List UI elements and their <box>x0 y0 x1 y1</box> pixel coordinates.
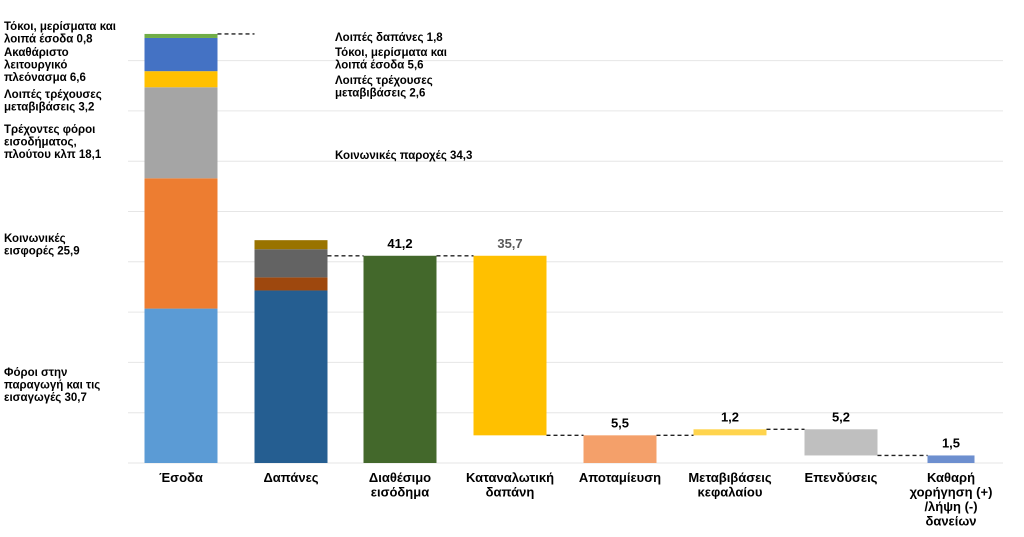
bars <box>144 33 975 463</box>
value-label-καταναλωτικη-δαπανη: 35,7 <box>497 236 522 251</box>
bar-διαθεσιμο-εισοδημα <box>363 255 437 463</box>
segment-label-λοιπες-τρεχουσες-μεταβιβασεις: Λοιπές τρέχουσες μεταβιβάσεις 3,2 <box>4 89 102 114</box>
segment-label-τρεχοντες-φοροι-εισοδηματος-πλουτου-κλπ: Τρέχοντες φόροι εισοδήματος, πλούτου κλπ 1… <box>4 124 102 161</box>
segment-label-ακαθαριστο-λειτουργικο-πλεονασμα: Ακαθάριστο λειτουργικό πλεόνασμα 6,6 <box>4 47 86 84</box>
value-label-καθαρη-χορηγηση-ληψη-δανειων: 1,5 <box>942 435 960 450</box>
bar-αποταμιευση <box>583 435 657 463</box>
bar-segment-τρεχοντες-φοροι-εισοδηματος-πλουτου-κλπ <box>144 87 218 179</box>
bar-segment-τοκοι-μερισματα-και-λοιπα-εσοδα <box>144 33 218 38</box>
value-label-επενδυσεις: 5,2 <box>832 409 850 424</box>
category-label-καταναλωτικη-δαπανη: Καταναλωτική δαπάνη <box>466 470 554 500</box>
segment-label-λοιπες-δαπανες: Λοιπές δαπάνες 1,8 <box>335 32 443 44</box>
bar-segment-κοινωνικες-εισφορες <box>144 178 218 309</box>
segment-label-λοιπες-τρεχουσες-μεταβιβασεις: Λοιπές τρέχουσες μεταβιβάσεις 2,6 <box>335 75 433 100</box>
value-label-μεταβιβασεις-κεφαλαιου: 1,2 <box>721 409 739 424</box>
segment-label-τοκοι-μερισματα-και-λοιπα-εσοδα: Τόκοι, μερίσματα και λοιπά έσοδα 0,8 <box>4 21 116 46</box>
category-labels: Έσοδα Δαπάνες Διαθέσιμο εισόδημα Καταναλωτικ… <box>159 470 992 529</box>
bar-segment-λοιπες-δαπανες <box>254 240 328 250</box>
category-label-καθαρη-χορηγηση-ληψη-δανειων: Καθαρή χορήγηση (+)/λήψη (-) δανείων <box>910 470 993 529</box>
value-label-αποταμιευση: 5,5 <box>611 415 629 430</box>
bar-segment-τοκοι-μερισματα-και-λοιπα-εσοδα <box>254 249 328 278</box>
labels: 41,2 35,7 5,5 1,2 5,2 1,5 Φόροι στην παραγωγή κ… <box>4 21 960 450</box>
bar-καθαρη-χορηγηση-ληψη-δανειων <box>927 455 975 463</box>
segment-label-τοκοι-μερισματα-και-λοιπα-εσοδα: Τόκοι, μερίσματα και λοιπά έσοδα 5,6 <box>335 47 447 72</box>
bar-segment-λοιπες-τρεχουσες-μεταβιβασεις <box>254 277 328 291</box>
bar-μεταβιβασεις-κεφαλαιου <box>693 429 767 436</box>
segment-label-κοινωνικες-εισφορες: Κοινωνικές εισφορές 25,9 <box>4 233 80 258</box>
bar-segment-κοινωνικες-παροχες <box>254 290 328 463</box>
value-label-διαθεσιμο-εισοδημα: 41,2 <box>387 236 412 251</box>
segment-label-φοροι-στην-παραγωγη-και-τις-εισαγωγες: Φόροι στην παραγωγή και τις εισαγωγές 30,7 <box>4 367 100 404</box>
category-label-διαθεσιμο-εισοδημα: Διαθέσιμο εισόδημα <box>369 470 431 500</box>
category-label-δαπανες: Δαπάνες <box>263 470 318 485</box>
category-label-εσοδα: Έσοδα <box>159 470 203 485</box>
category-label-επενδυσεις: Επενδύσεις <box>805 470 878 485</box>
bar-segment-φοροι-στην-παραγωγη-και-τις-εισαγωγες <box>144 308 218 463</box>
connector-lines <box>217 33 928 457</box>
bar-segment-λοιπες-τρεχουσες-μεταβιβασεις <box>144 71 218 88</box>
category-label-αποταμιευση: Αποταμίευση <box>579 470 661 485</box>
segment-label-κοινωνικες-παροχες: Κοινωνικές παροχές 34,3 <box>335 150 472 162</box>
bar-επενδυσεις <box>804 429 878 456</box>
bar-καταναλωτικη-δαπανη <box>473 255 547 436</box>
category-label-μεταβιβασεις-κεφαλαιου: Μεταβιβάσεις κεφαλαίου <box>688 470 772 500</box>
bar-segment-ακαθαριστο-λειτουργικο-πλεονασμα <box>144 37 218 72</box>
